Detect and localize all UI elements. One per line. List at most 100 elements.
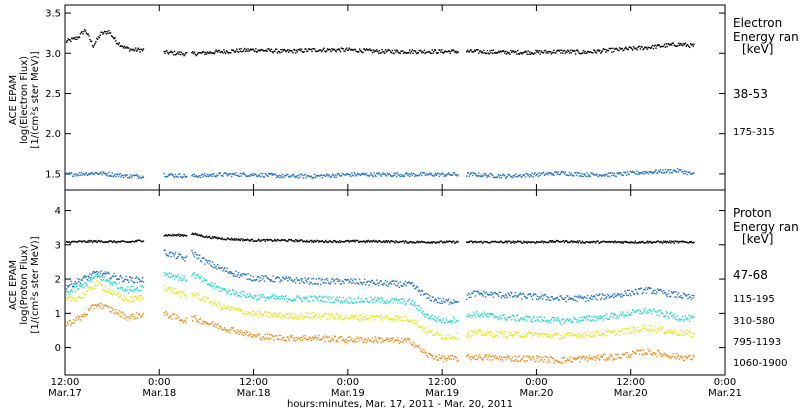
data-point: [114, 241, 116, 243]
data-point: [178, 173, 180, 176]
data-point: [632, 241, 634, 244]
data-point: [587, 50, 590, 53]
data-point: [273, 173, 275, 176]
data-point: [419, 173, 421, 175]
data-point: [376, 279, 378, 281]
data-point: [210, 237, 212, 239]
data-point: [204, 236, 206, 238]
data-point: [300, 312, 303, 314]
data-point: [480, 334, 483, 336]
data-point: [452, 240, 454, 242]
data-point: [396, 299, 398, 301]
data-point: [356, 282, 358, 284]
data-point: [228, 272, 230, 274]
data-point: [251, 280, 254, 282]
data-point: [104, 271, 107, 273]
data-point: [259, 294, 261, 297]
data-point: [402, 240, 404, 242]
data-point: [486, 358, 489, 361]
data-point: [633, 311, 636, 313]
data-point: [301, 175, 304, 177]
data-point: [417, 326, 419, 328]
data-point: [326, 279, 329, 281]
data-point: [514, 355, 516, 357]
data-point: [71, 240, 73, 243]
data-point: [371, 49, 373, 52]
data-point: [125, 275, 127, 278]
data-point: [549, 299, 551, 302]
data-point: [230, 309, 232, 311]
data-point: [173, 54, 175, 56]
data-point: [619, 356, 622, 359]
data-point: [224, 239, 227, 241]
data-point: [520, 335, 522, 337]
data-point: [269, 280, 272, 282]
data-point: [611, 174, 613, 177]
data-point: [120, 294, 122, 297]
data-point: [355, 50, 357, 52]
data-point: [441, 320, 444, 322]
data-point: [82, 33, 84, 35]
data-point: [68, 39, 70, 41]
data-point: [331, 241, 333, 243]
data-point: [609, 295, 611, 298]
data-point: [648, 240, 650, 243]
data-point: [513, 360, 515, 362]
data-point: [382, 172, 384, 174]
data-point: [492, 174, 494, 177]
data-point: [83, 287, 85, 289]
data-point: [673, 356, 675, 358]
data-point: [122, 299, 125, 302]
data-point: [600, 298, 602, 301]
data-point: [326, 296, 329, 299]
electron-ylabel-line2: log(Electron Flux): [19, 56, 30, 144]
data-point: [518, 355, 521, 357]
data-point: [105, 290, 107, 293]
data-point: [428, 317, 431, 319]
data-point: [228, 52, 230, 54]
data-point: [223, 268, 225, 270]
data-point: [259, 337, 261, 340]
data-point: [252, 315, 254, 317]
data-point: [238, 239, 241, 241]
data-point: [403, 51, 406, 54]
data-point: [503, 333, 505, 336]
data-point: [89, 286, 91, 288]
data-point: [651, 171, 653, 174]
data-point: [328, 336, 330, 338]
data-point: [363, 240, 365, 242]
data-point: [364, 338, 366, 341]
data-point: [507, 173, 509, 175]
data-point: [290, 238, 292, 241]
data-point: [668, 43, 670, 45]
data-point: [352, 49, 355, 51]
data-point: [373, 299, 375, 301]
data-point: [364, 297, 367, 299]
data-point: [498, 50, 500, 52]
data-point: [536, 355, 538, 357]
data-point: [323, 282, 325, 284]
data-point: [389, 173, 391, 175]
data-point: [677, 292, 680, 294]
data-point: [279, 338, 281, 341]
proton-ytick-label: 1: [55, 309, 61, 320]
data-point: [654, 170, 656, 172]
data-point: [405, 172, 407, 174]
data-point: [128, 300, 130, 302]
data-point: [223, 303, 225, 306]
data-point: [520, 176, 522, 178]
data-point: [176, 276, 178, 278]
data-point: [237, 175, 240, 177]
data-point: [505, 319, 508, 321]
data-point: [345, 174, 347, 176]
data-point: [96, 172, 98, 174]
data-point: [335, 241, 337, 244]
data-point: [446, 240, 448, 242]
data-point: [554, 316, 556, 319]
data-point: [364, 48, 366, 51]
data-point: [517, 240, 520, 243]
data-point: [211, 301, 213, 303]
data-point: [403, 242, 406, 244]
data-point: [175, 318, 177, 320]
data-point: [131, 49, 133, 51]
